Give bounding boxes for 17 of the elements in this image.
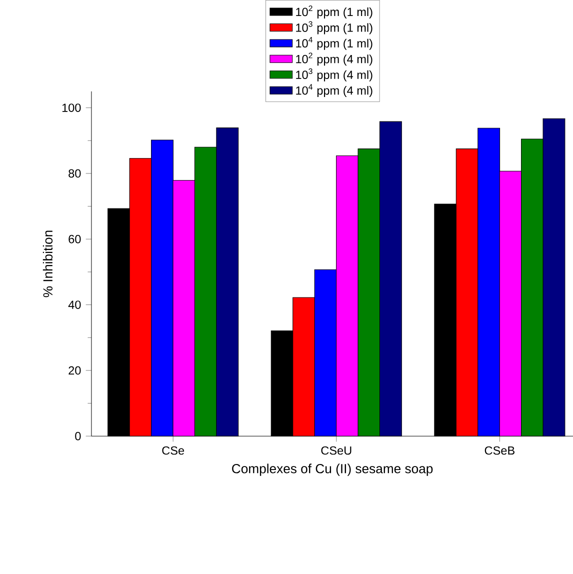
y-tick-label: 20	[68, 366, 81, 375]
x-tick-label: CSe	[162, 446, 184, 455]
legend-label: 10$^{3}$ ppm (1 ml)	[296, 21, 372, 34]
legend-label: 10$^{4}$ ppm (1 ml)	[296, 37, 372, 50]
legend-label: 10$^{4}$ ppm (4 ml)	[296, 84, 372, 98]
y-tick-label: 60	[68, 234, 81, 244]
x-tick-label: CSeB	[484, 446, 514, 455]
y-tick-label: 100	[62, 104, 81, 112]
legend-label: 10$^{3}$ ppm (4 ml)	[296, 68, 372, 82]
y-tick-label: 40	[68, 300, 81, 309]
legend-label: 10$^{2}$ ppm (4 ml)	[296, 52, 372, 66]
x-tick-label: CSeU	[321, 446, 352, 455]
x-axis-title: Complexes of Cu (II) sesame soap	[232, 464, 432, 476]
legend-label: 10$^{2}$ ppm (1 ml)	[296, 6, 372, 18]
y-axis-title: % Inhibition	[42, 230, 52, 298]
y-tick-label: 0	[74, 432, 81, 440]
y-tick-label: 80	[68, 169, 81, 178]
